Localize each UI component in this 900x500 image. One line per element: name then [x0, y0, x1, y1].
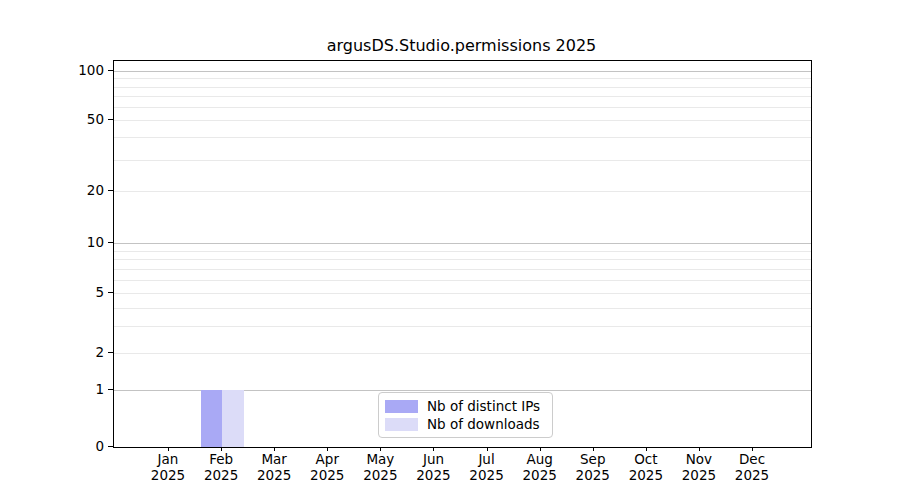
chart-title: argusDS.Studio.permissions 2025	[113, 36, 810, 55]
minor-gridline	[114, 78, 811, 79]
y-tick-mark	[108, 190, 113, 191]
major-gridline	[114, 243, 811, 244]
y-tick-mark	[108, 119, 113, 120]
y-tick-label-2: 2	[0, 344, 104, 360]
minor-gridline	[114, 326, 811, 327]
y-tick-label-5: 5	[0, 284, 104, 300]
y-tick-label-10: 10	[0, 234, 104, 250]
minor-gridline	[114, 191, 811, 192]
legend-swatch	[385, 400, 418, 413]
major-gridline	[114, 71, 811, 72]
minor-gridline	[114, 308, 811, 309]
x-tick-label-dec: Dec 2025	[712, 451, 792, 483]
minor-gridline	[114, 87, 811, 88]
y-tick-label-100: 100	[0, 62, 104, 78]
minor-gridline	[114, 251, 811, 252]
minor-gridline	[114, 259, 811, 260]
y-tick-mark	[108, 446, 113, 447]
minor-gridline	[114, 269, 811, 270]
minor-gridline	[114, 280, 811, 281]
y-tick-mark	[108, 389, 113, 390]
minor-gridline	[114, 107, 811, 108]
y-tick-label-1: 1	[0, 381, 104, 397]
plot-area	[113, 60, 812, 448]
minor-gridline	[114, 293, 811, 294]
y-tick-label-0: 0	[0, 438, 104, 454]
minor-gridline	[114, 96, 811, 97]
legend-label: Nb of distinct IPs	[427, 398, 540, 414]
legend-item-1: Nb of downloads	[385, 416, 544, 432]
bar-feb-distinct-ips	[201, 390, 222, 447]
y-tick-mark	[108, 352, 113, 353]
chart-canvas: argusDS.Studio.permissions 2025 0 1 2 5 10 20…	[0, 0, 900, 500]
minor-gridline	[114, 137, 811, 138]
bar-feb-downloads	[222, 390, 243, 447]
y-tick-label-20: 20	[0, 182, 104, 198]
legend-item-0: Nb of distinct IPs	[385, 398, 544, 414]
minor-gridline	[114, 120, 811, 121]
y-tick-label-50: 50	[0, 111, 104, 127]
minor-gridline	[114, 353, 811, 354]
legend-swatch	[385, 418, 418, 431]
y-tick-mark	[108, 292, 113, 293]
y-tick-mark	[108, 70, 113, 71]
legend-label: Nb of downloads	[427, 416, 540, 432]
minor-gridline	[114, 160, 811, 161]
y-tick-mark	[108, 242, 113, 243]
legend: Nb of distinct IPs Nb of downloads	[378, 392, 553, 438]
